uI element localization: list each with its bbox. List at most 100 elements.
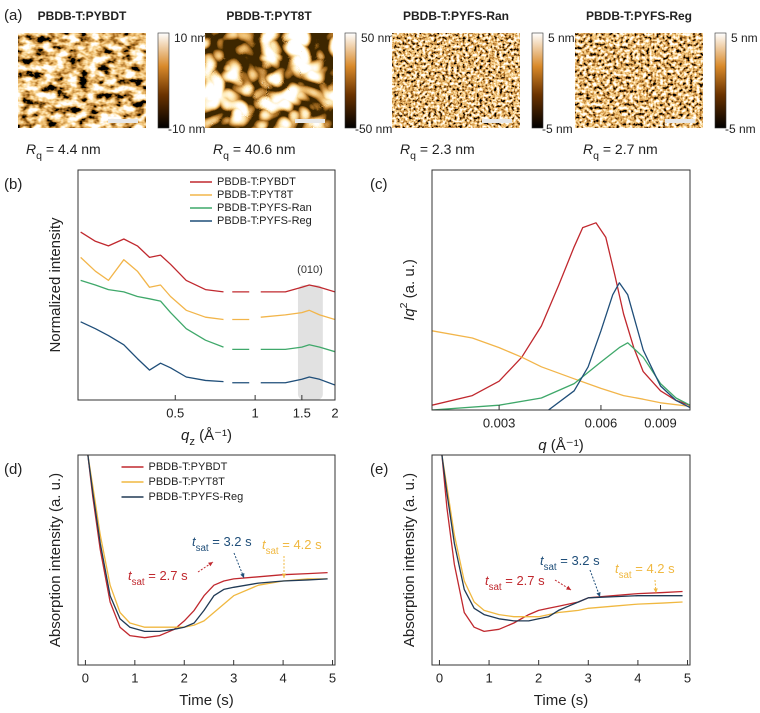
series-line <box>80 256 335 321</box>
roughness: Rq = 2.3 nm <box>400 141 475 162</box>
rq-value: = 2.7 nm <box>599 141 658 157</box>
y-axis-label: Absorption intensity (a. u.) <box>401 473 418 647</box>
colorbar <box>714 32 727 129</box>
x-tick-label: 4 <box>279 670 286 685</box>
x-tick-label: 1 <box>131 670 138 685</box>
panel-label: (a) <box>4 7 22 24</box>
rq-symbol: R <box>26 141 36 157</box>
series-line <box>80 321 335 386</box>
series-line <box>441 455 683 618</box>
colorbar <box>531 32 544 129</box>
annotation: tsat = 4.2 s <box>615 561 675 581</box>
afm-image <box>18 33 146 128</box>
arrow-head <box>281 573 287 578</box>
rq-value: = 4.4 nm <box>42 141 101 157</box>
annotation: tsat = 3.2 s <box>540 553 600 573</box>
label-part: = 3.2 s <box>557 553 600 568</box>
rq-symbol: R <box>400 141 410 157</box>
colorbar-max: 5 nm <box>731 31 758 45</box>
x-tick-label: 0 <box>436 670 443 685</box>
legend-label: PBDB-T:PYFS-Ran <box>217 202 312 214</box>
annotation: tsat = 2.7 s <box>485 573 545 593</box>
scale-bar <box>665 119 695 123</box>
label-part: t <box>262 537 267 552</box>
series-line <box>80 231 335 293</box>
x-tick-label: 5 <box>684 670 691 685</box>
panel-label: (c) <box>370 176 388 193</box>
axes-frame <box>77 454 336 666</box>
rq-symbol: R <box>583 141 593 157</box>
rq-subscript: q <box>36 150 42 162</box>
y-axis-label: Absorption intensity (a. u.) <box>47 473 64 647</box>
series-line <box>432 222 690 406</box>
y-axis-label: Iq2 (a. u.) <box>398 259 418 321</box>
rq-subscript: q <box>410 150 416 162</box>
label-part: q <box>401 308 418 317</box>
series-line <box>432 342 690 410</box>
panel-label: (d) <box>4 461 22 478</box>
colorbar-min: -10 nm <box>168 122 205 136</box>
rq-value: = 40.6 nm <box>229 141 296 157</box>
legend-label: PBDB-T:PYFS-Reg <box>217 215 312 227</box>
label-part: sat <box>266 546 279 557</box>
colorbar <box>344 32 357 129</box>
label-part: = 4.2 s <box>632 561 675 576</box>
x-axis-label: qz (Å⁻¹) <box>181 427 232 448</box>
label-part: t <box>615 561 620 576</box>
series-line <box>441 455 683 633</box>
colorbar-min: -5 nm <box>725 122 756 136</box>
x-tick-label: 1 <box>252 405 259 420</box>
annotation: (010) <box>297 264 323 276</box>
scale-bar <box>482 119 512 123</box>
label-part: sat <box>132 577 145 588</box>
annotation: tsat = 3.2 s <box>192 534 252 554</box>
colorbar-max: 10 nm <box>174 31 207 45</box>
x-tick-label: 0.009 <box>644 415 677 430</box>
label-part: z <box>189 436 195 448</box>
series-line <box>548 282 690 410</box>
axes-frame <box>431 169 691 411</box>
roughness: Rq = 2.7 nm <box>583 141 658 162</box>
afm-image <box>575 33 703 128</box>
x-tick-label: 1.5 <box>293 405 311 420</box>
rq-value: = 2.3 nm <box>416 141 475 157</box>
series-line <box>87 455 328 639</box>
x-tick-label: 2 <box>331 405 338 420</box>
x-tick-label: 0.003 <box>483 415 516 430</box>
x-tick-label: 3 <box>585 670 592 685</box>
colorbar-min: -5 nm <box>542 122 573 136</box>
label-part: Absorption intensity (a. u.) <box>47 473 64 647</box>
series-line <box>441 455 683 622</box>
label-part: Time (s) <box>179 692 233 709</box>
arrow-head <box>596 592 601 597</box>
label-part: = 3.2 s <box>209 534 252 549</box>
legend-label: PBDB-T:PYBDT <box>217 176 296 188</box>
axes-frame <box>431 454 691 666</box>
x-axis-label: Time (s) <box>534 692 588 709</box>
panel-label: (b) <box>4 176 22 193</box>
afm-image <box>392 33 520 128</box>
label-part: (Å⁻¹) <box>195 427 232 444</box>
annotation: tsat = 4.2 s <box>262 537 322 557</box>
x-tick-label: 2 <box>181 670 188 685</box>
label-part: Time (s) <box>534 692 588 709</box>
arrow-head <box>208 562 213 567</box>
rq-subscript: q <box>593 150 599 162</box>
colorbar-max: 5 nm <box>548 31 575 45</box>
afm-image <box>205 33 333 128</box>
label-part: 2 <box>398 302 410 308</box>
annotation: tsat = 2.7 s <box>128 568 188 588</box>
label-part: (Å⁻¹) <box>547 437 584 454</box>
scale-bar <box>108 119 138 123</box>
rq-subscript: q <box>223 150 229 162</box>
series-line <box>87 455 328 633</box>
label-part: (010) <box>297 264 323 276</box>
annotation-arrow <box>589 569 601 598</box>
x-tick-label: 0.5 <box>166 405 184 420</box>
label-part: t <box>485 573 490 588</box>
label-part: t <box>128 568 133 583</box>
label-part: sat <box>489 582 502 593</box>
label-part: sat <box>544 562 557 573</box>
arrow-head <box>653 588 658 593</box>
